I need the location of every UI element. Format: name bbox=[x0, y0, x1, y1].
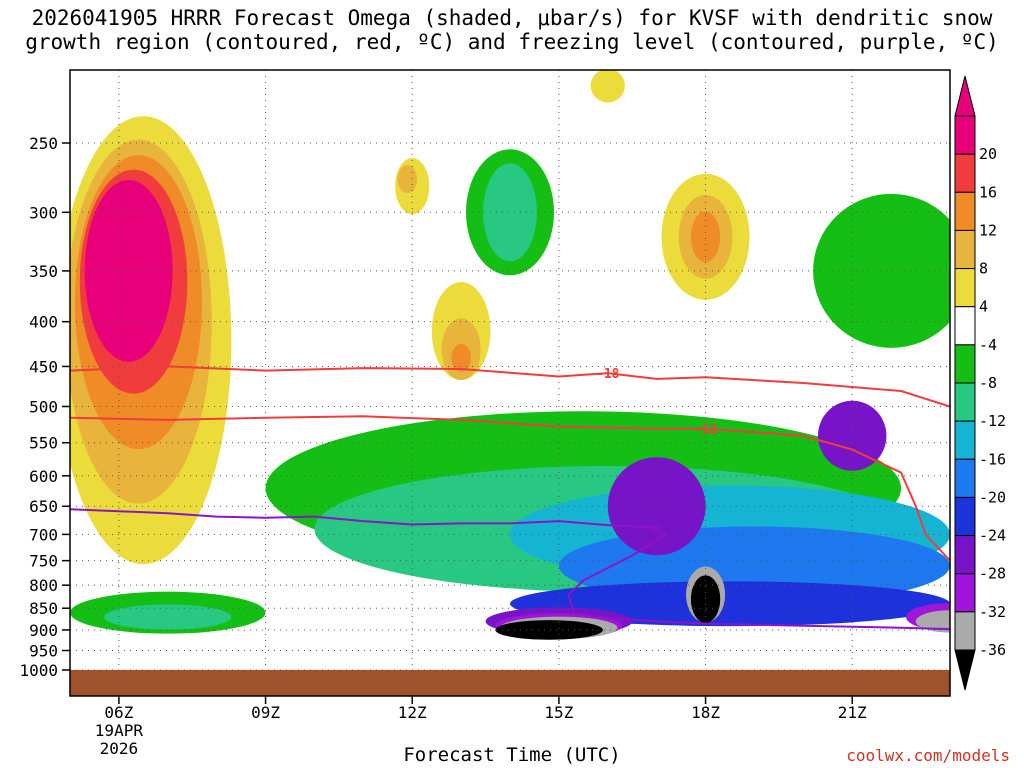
colorbar-band bbox=[954, 420, 976, 460]
y-tick-label: 1000 bbox=[19, 661, 58, 680]
y-tick-label: 500 bbox=[29, 398, 58, 417]
y-tick-label: 400 bbox=[29, 313, 58, 332]
colorbar-band bbox=[954, 382, 976, 422]
colorbar: 20 16 12 8 4 -4 -8 -12 -16 -20 -24 -28 -32 -36 bbox=[954, 75, 1006, 691]
colorbar-tick-label: -20 bbox=[979, 488, 1006, 506]
y-axis: 250 300 350 400 450 500 550 600 650 700 750 800 850 9… bbox=[19, 134, 70, 680]
x-tick-label: 09Z bbox=[251, 703, 280, 722]
colorbar-tick-label: -8 bbox=[979, 374, 997, 392]
colorbar-tick-label: -16 bbox=[979, 450, 1006, 468]
y-tick-label: 450 bbox=[29, 357, 58, 376]
y-tick-label: 600 bbox=[29, 467, 58, 486]
chart-title-line1: 2026041905 HRRR Forecast Omega (shaded, … bbox=[31, 6, 993, 30]
dgz-isotherm-0-label: -18 bbox=[596, 367, 620, 382]
omega-region-24 bbox=[607, 457, 706, 556]
y-tick-label: 750 bbox=[29, 552, 58, 571]
omega-region-17 bbox=[483, 163, 537, 262]
x-tick-year: 2026 bbox=[100, 739, 139, 758]
colorbar-band bbox=[954, 344, 976, 384]
omega-region-33 bbox=[915, 610, 950, 633]
colorbar-band bbox=[954, 535, 976, 575]
omega-region-28 bbox=[495, 620, 603, 640]
colorbar-tick-label: 8 bbox=[979, 260, 988, 278]
x-tick-date: 19APR bbox=[95, 721, 144, 740]
source-credit: coolwx.com/models bbox=[846, 746, 1010, 765]
freezing-level-line bbox=[70, 508, 950, 631]
chart-title-line2: growth region (contoured, red, ºC) and f… bbox=[25, 30, 999, 54]
y-tick-label: 550 bbox=[29, 434, 58, 453]
dgz-isotherm-1-label: -12 bbox=[694, 423, 717, 438]
colorbar-tick-label: -28 bbox=[979, 565, 1006, 583]
x-tick-label: 21Z bbox=[838, 703, 867, 722]
plot-frame bbox=[69, 69, 951, 697]
colorbar-tick-label: -12 bbox=[979, 412, 1006, 430]
colorbar-bottom-arrow bbox=[954, 649, 976, 691]
y-tick-label: 900 bbox=[29, 621, 58, 640]
omega-region-30 bbox=[690, 575, 721, 623]
omega-region-18 bbox=[813, 193, 950, 348]
freezing-level-label: 0 bbox=[653, 522, 661, 537]
colorbar-band bbox=[954, 573, 976, 613]
omega-region-4 bbox=[84, 179, 173, 362]
colorbar-tick-label: -32 bbox=[979, 603, 1006, 621]
colorbar-band bbox=[954, 153, 976, 193]
omega-region-13 bbox=[590, 70, 625, 103]
colorbar-tick-label: 4 bbox=[979, 298, 988, 316]
x-tick-label: 18Z bbox=[691, 703, 720, 722]
colorbar-band bbox=[954, 496, 976, 537]
y-tick-label: 850 bbox=[29, 599, 58, 618]
x-tick-label: 15Z bbox=[544, 703, 573, 722]
y-tick-label: 800 bbox=[29, 576, 58, 595]
grid-lines bbox=[70, 70, 950, 696]
colorbar-top-arrow bbox=[954, 75, 976, 117]
colorbar-tick-label: 20 bbox=[979, 145, 997, 163]
colorbar-band bbox=[954, 306, 976, 346]
colorbar-band bbox=[954, 229, 976, 270]
colorbar-tick-label: 16 bbox=[979, 183, 997, 201]
colorbar-tick-label: -36 bbox=[979, 641, 1006, 659]
colorbar-band bbox=[954, 268, 976, 308]
omega-region-31 bbox=[818, 400, 887, 471]
y-tick-label: 700 bbox=[29, 525, 58, 544]
omega-region-20 bbox=[104, 604, 232, 630]
terrain-ground bbox=[70, 670, 950, 696]
y-tick-label: 650 bbox=[29, 497, 58, 516]
colorbar-tick-label: 12 bbox=[979, 221, 997, 239]
y-tick-label: 950 bbox=[29, 642, 58, 661]
colorbar-band bbox=[954, 115, 976, 155]
y-tick-label: 250 bbox=[29, 134, 58, 153]
omega-region-9 bbox=[451, 343, 471, 372]
y-tick-label: 300 bbox=[29, 203, 58, 222]
ground-strip bbox=[70, 670, 950, 696]
colorbar-band bbox=[954, 191, 976, 231]
colorbar-tick-label: -4 bbox=[979, 336, 997, 354]
chart-title: 2026041905 HRRR Forecast Omega (shaded, … bbox=[0, 6, 1024, 54]
dgz-isotherm-1-line bbox=[70, 415, 950, 562]
x-axis-label: Forecast Time (UTC) bbox=[403, 744, 621, 766]
colorbar-band bbox=[954, 458, 976, 498]
colorbar-tick-label: -24 bbox=[979, 527, 1006, 545]
dgz-isotherm-0-line bbox=[70, 365, 950, 408]
omega-shading bbox=[70, 70, 950, 640]
omega-region-6 bbox=[397, 165, 418, 194]
x-tick-label: 06Z bbox=[104, 703, 133, 722]
omega-region-12 bbox=[690, 211, 721, 263]
colorbar-band bbox=[954, 611, 976, 651]
contour-lines: -18 -12 0 bbox=[70, 365, 950, 631]
x-tick-label: 12Z bbox=[398, 703, 427, 722]
y-tick-label: 350 bbox=[29, 262, 58, 281]
